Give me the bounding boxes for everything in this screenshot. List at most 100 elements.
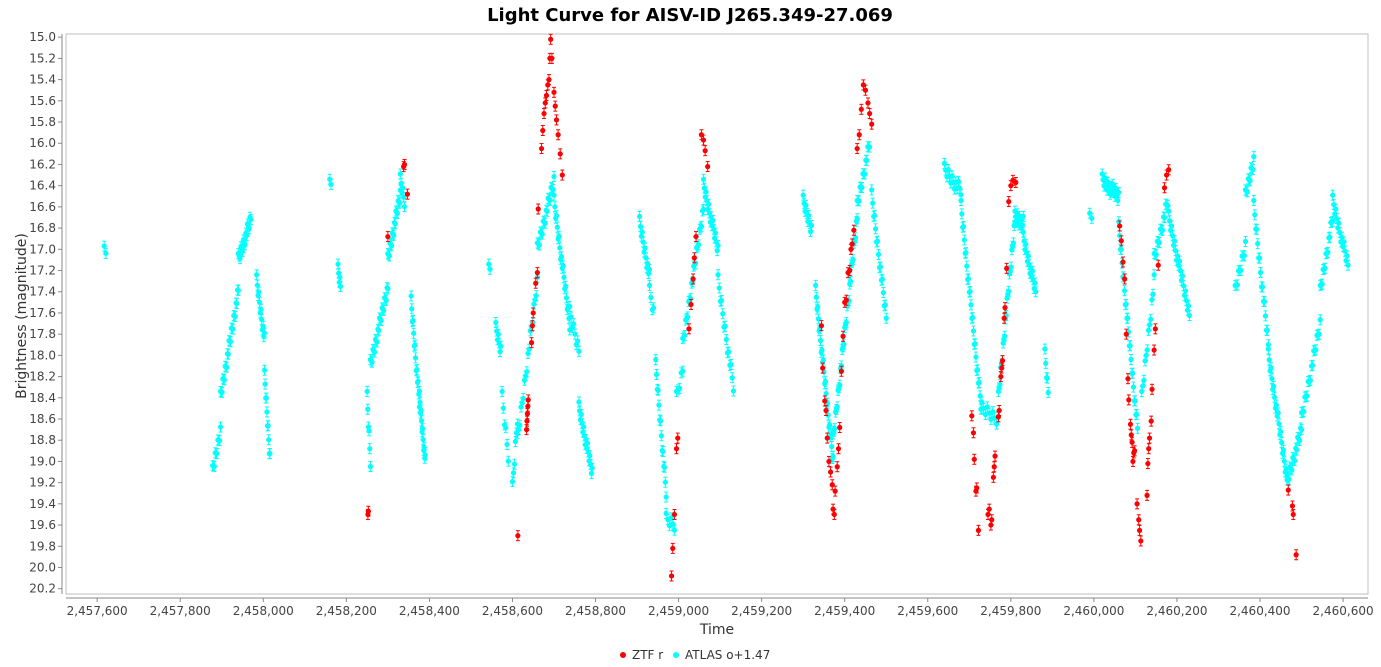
atlas-point [968,302,974,308]
atlas-point [1317,317,1323,323]
ztf-point [1120,259,1126,265]
ztf-point [705,163,711,170]
atlas-point [1044,375,1050,381]
atlas-point [807,228,814,235]
atlas-point [1159,227,1166,233]
atlas-point [1019,222,1026,228]
atlas-point [217,438,223,444]
atlas-point [369,359,375,365]
atlas-point [266,437,272,443]
atlas-point [367,446,373,452]
atlas-point [723,336,729,343]
atlas-point [837,382,843,388]
atlas-point [975,367,981,373]
ztf-point [969,413,975,419]
atlas-point [262,381,268,387]
ztf-point [971,456,977,462]
atlas-point [720,311,726,317]
atlas-point [715,272,721,278]
atlas-point [1275,410,1281,416]
atlas-point [225,351,231,357]
ztf-point [1117,223,1123,229]
atlas-point [976,379,982,386]
ztf-point [867,110,873,117]
ztf-point [515,533,521,539]
atlas-point [1186,312,1193,319]
atlas-point [576,399,582,405]
ztf-point [1118,238,1124,244]
atlas-point [1118,246,1124,252]
atlas-point [829,443,835,450]
atlas-point [658,433,664,439]
ztf-point [541,110,547,117]
ztf-point [542,100,548,106]
ztf-point [404,191,410,197]
atlas-point [813,294,819,300]
atlas-point [874,238,881,244]
atlas-point [718,297,725,304]
y-tick-label: 19.0 [29,454,56,468]
y-tick-label: 17.6 [29,306,56,320]
atlas-point [234,300,240,307]
atlas-point [420,436,426,443]
atlas-point [1244,189,1250,195]
atlas-point [1309,362,1316,368]
atlas-point [1265,346,1271,352]
atlas-point [328,181,334,187]
atlas-point [261,367,268,373]
ztf-point [1166,167,1172,173]
atlas-point [235,287,241,294]
atlas-point [411,330,417,336]
atlas-point [726,349,732,355]
y-tick-label: 16.2 [29,157,56,171]
atlas-point [263,395,269,401]
ztf-point [555,132,561,138]
ztf-point [538,145,545,152]
ztf-point [552,103,558,109]
atlas-point [1087,210,1093,216]
atlas-point [517,422,523,428]
atlas-point [221,377,227,383]
ztf-point [1122,276,1128,282]
atlas-point [101,243,107,249]
ztf-point [698,132,705,138]
y-tick-label: 15.4 [29,73,56,87]
atlas-point [883,315,889,321]
ztf-point [856,132,862,138]
atlas-point [646,266,653,273]
atlas-point [544,208,550,214]
atlas-point [510,470,517,476]
atlas-point [412,342,418,348]
atlas-point [653,357,659,363]
ztf-point [543,92,550,99]
ztf-point [838,368,844,374]
y-tick-label: 19.6 [29,518,56,532]
atlas-point [265,423,271,429]
ztf-point [1290,511,1296,518]
atlas-point [1234,282,1241,288]
atlas-point [1121,288,1128,294]
atlas-point [1125,315,1131,321]
atlas-point [1134,411,1140,418]
atlas-point [1268,365,1274,371]
atlas-point [337,274,343,280]
atlas-point [391,232,397,238]
x-tick-label: 2,457,600 [67,604,128,618]
ztf-point [529,323,535,329]
atlas-point [1261,299,1268,305]
atlas-point [418,407,424,413]
atlas-point [337,283,344,290]
atlas-point [556,233,562,239]
ztf-point [831,511,837,518]
atlas-point [1257,255,1263,261]
atlas-point [1185,303,1192,309]
ztf-point [548,36,554,42]
atlas-point [834,404,840,410]
ztf-point [1128,432,1134,438]
ztf-point [1131,448,1138,454]
atlas-point [558,254,565,260]
atlas-point [867,144,873,150]
ztf-point [1136,517,1142,523]
atlas-point [1140,383,1146,389]
x-tick-label: 2,457,800 [150,604,211,618]
